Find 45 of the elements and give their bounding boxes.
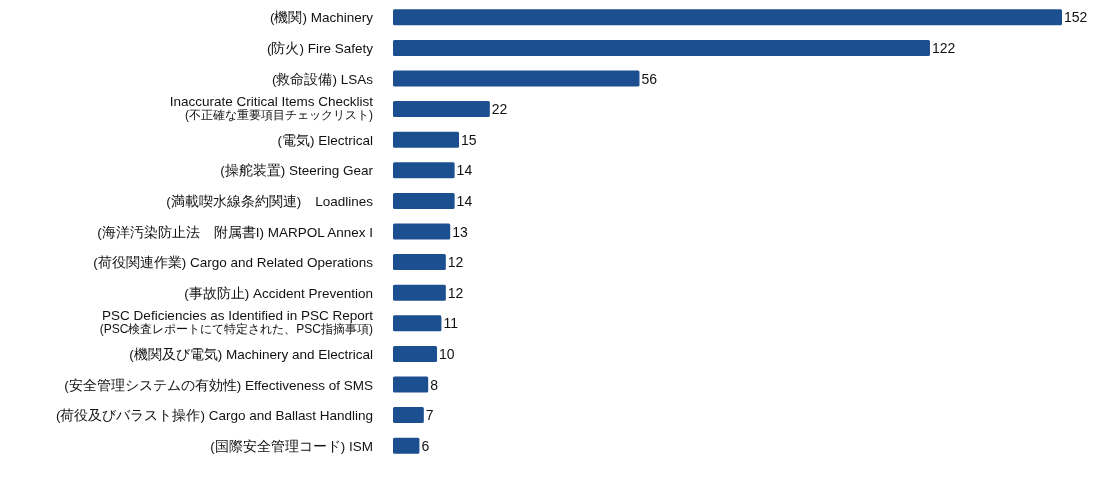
y-tick-label: (荷役及びバラスト操作) Cargo and Ballast Handling <box>55 408 373 424</box>
y-tick-label: (満載喫水線条約関連) Loadlines <box>166 193 374 209</box>
bar <box>393 131 460 148</box>
data-label: 152 <box>1064 9 1088 26</box>
data-label: 14 <box>456 192 473 209</box>
y-tick-label: (国際安全管理コード) ISM <box>210 438 373 454</box>
data-label: 7 <box>425 407 434 424</box>
bar <box>393 437 420 454</box>
bar <box>393 101 490 118</box>
y-tick-label: Inaccurate Critical Items Checklist (不正確な重要項目チェックリスト) <box>169 94 374 123</box>
data-label: 12 <box>447 284 464 301</box>
y-tick-label: PSC Deficiencies as Identified in PSC Report (PSC検査レポートにて特定された、PSC指摘事項) <box>99 308 374 337</box>
data-label: 14 <box>456 162 473 179</box>
bar <box>393 345 438 362</box>
bar <box>393 9 1062 26</box>
y-tick-label: (安全管理システムの有効性) Effectiveness of SMS <box>64 377 373 393</box>
bar <box>393 407 424 424</box>
data-label: 6 <box>421 437 430 454</box>
data-label: 13 <box>452 223 468 240</box>
data-label: 22 <box>491 101 508 118</box>
data-label: 11 <box>443 315 459 332</box>
y-tick-label: (機関及び電気) Machinery and Electrical <box>129 346 373 362</box>
data-label: 15 <box>461 131 477 148</box>
data-label: 122 <box>931 39 956 56</box>
y-tick-label: (機関) Machinery <box>269 10 374 26</box>
y-tick-label: (事故防止) Accident Prevention <box>184 285 373 301</box>
bar <box>393 223 451 240</box>
y-tick-label: (荷役関連作業) Cargo and Related Operations <box>93 255 374 271</box>
bar <box>393 162 455 179</box>
y-tick-label: (電気) Electrical <box>277 132 373 148</box>
y-tick-label: (操舵装置) Steering Gear <box>220 163 374 179</box>
y-tick-label: (救命設備) LSAs <box>271 71 374 87</box>
bar <box>393 254 446 271</box>
data-label: 56 <box>641 70 658 87</box>
data-label: 12 <box>447 254 464 271</box>
y-tick-label: (海洋汚染防止法 附属書I) MARPOL Annex I <box>97 224 373 240</box>
bar <box>393 376 429 393</box>
y-tick-label: (防火) Fire Safety <box>266 40 374 56</box>
bar <box>393 315 442 332</box>
data-label: 8 <box>430 376 439 393</box>
bar <box>393 192 455 209</box>
data-label: 10 <box>439 345 455 362</box>
bar <box>393 39 930 56</box>
bar <box>393 284 446 301</box>
bar <box>393 70 640 87</box>
